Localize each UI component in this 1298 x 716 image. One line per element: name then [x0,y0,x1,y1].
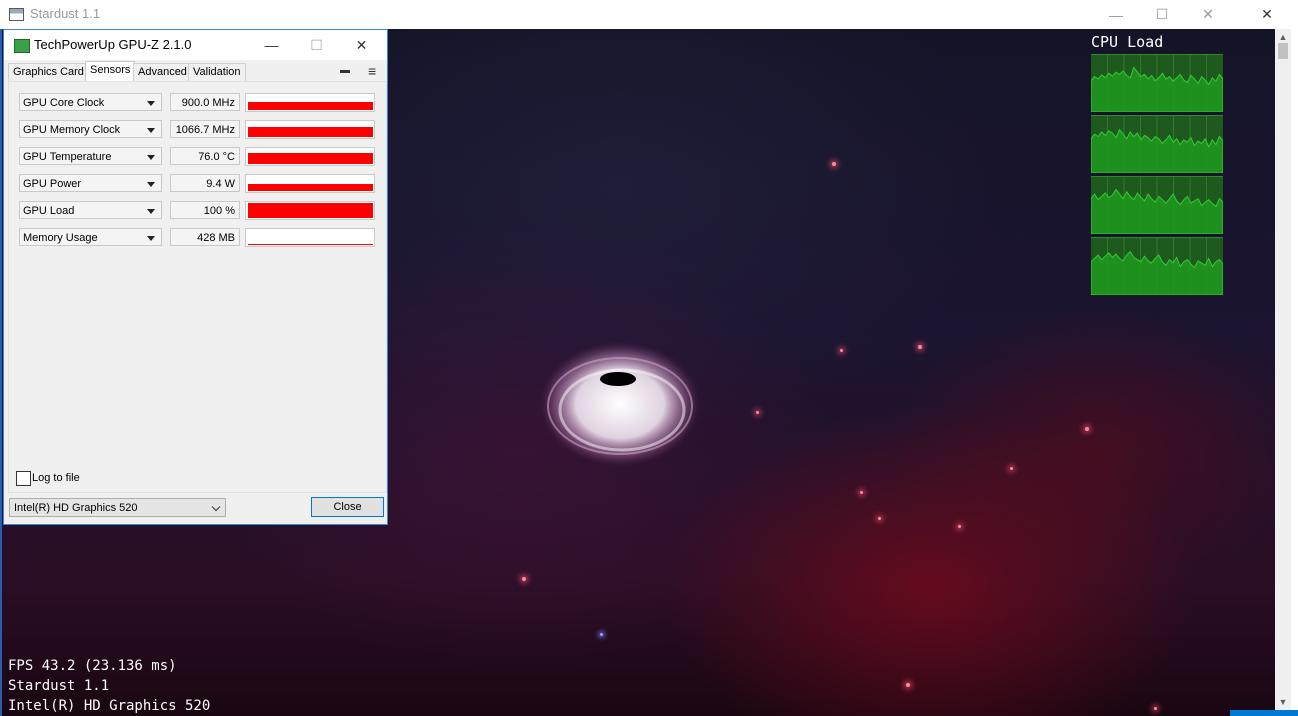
sensor-value: 1066.7 MHz [170,120,240,138]
sensor-name: Memory Usage [23,232,98,244]
sensor-name: GPU Core Clock [23,97,105,109]
log-to-file-label: Log to file [32,472,80,484]
desktop-edge [1291,0,1298,716]
sensor-name-dropdown[interactable]: GPU Power [19,174,162,192]
sensor-value: 76.0 °C [170,147,240,165]
gpu-device-select-value: Intel(R) HD Graphics 520 [14,502,138,514]
gpuz-window-title: TechPowerUp GPU-Z 2.1.0 [34,37,192,52]
star [1154,707,1157,710]
star [522,577,526,581]
close-button[interactable]: ✕ [1202,6,1214,22]
hud-app-name: Stardust 1.1 [8,678,110,694]
star [600,633,603,636]
star [1010,467,1013,470]
sensor-value: 9.4 W [170,174,240,192]
cpu-load-title: CPU Load [1091,33,1164,51]
cpu-load-series [1091,188,1223,234]
sensor-graph-fill [248,102,373,110]
tab-sensors[interactable]: Sensors [85,61,136,81]
dropdown-arrow-icon [147,155,155,160]
close-button[interactable]: Close [311,497,384,517]
taskbar-edge [1230,710,1298,716]
sensor-graph [245,120,375,139]
background-window-close-icon[interactable]: ✕ [1261,6,1273,22]
tab-graphics-card[interactable]: Graphics Card [8,63,89,81]
star [1085,427,1089,431]
black-hole-galaxy [540,342,700,466]
dropdown-arrow-icon [147,128,155,133]
sensor-graph-fill [248,184,373,191]
gpuz-close-button[interactable]: ✕ [355,36,368,53]
sensor-graph [245,174,375,193]
sensor-value: 100 % [170,201,240,219]
dropdown-arrow-icon [147,209,155,214]
hud-fps: FPS 43.2 (23.136 ms) [8,658,177,674]
star [840,349,843,352]
star [878,517,881,520]
cpu-core-graph [1091,176,1223,234]
dropdown-arrow-icon [147,182,155,187]
menu-icon[interactable]: ≡ [368,63,377,79]
gpuz-titlebar: TechPowerUp GPU-Z 2.1.0 — ☐ ✕ [4,30,387,60]
scroll-up-icon[interactable]: ▲ [1278,32,1288,42]
cpu-load-series [1091,128,1223,173]
sensor-name-dropdown[interactable]: Memory Usage [19,228,162,246]
sensor-graph [245,147,375,166]
gpuz-minimize-button[interactable]: — [264,37,279,53]
sensor-name: GPU Power [23,178,82,190]
sensor-name: GPU Memory Clock [23,124,121,136]
sensor-value: 900.0 MHz [170,93,240,111]
tab-validation[interactable]: Validation [188,63,246,81]
star [860,491,863,494]
star [832,162,836,166]
gpuz-window: TechPowerUp GPU-Z 2.1.0 — ☐ ✕ Graphics C… [3,29,388,525]
sensor-value: 428 MB [170,228,240,246]
camera-icon[interactable]: ▬ [340,65,350,76]
hud-device: Intel(R) HD Graphics 520 [8,698,211,714]
sensor-name: GPU Temperature [23,151,112,163]
dropdown-arrow-icon [147,236,155,241]
stardust-app-icon [9,8,24,21]
star [756,411,759,414]
sensor-name-dropdown[interactable]: GPU Core Clock [19,93,162,111]
maximize-button[interactable]: ☐ [1155,6,1169,22]
gpu-device-select[interactable]: Intel(R) HD Graphics 520 [9,498,226,517]
gpuz-maximize-button[interactable]: ☐ [310,36,323,53]
star [906,683,910,687]
sensor-graph [245,228,375,247]
sensor-graph [245,201,375,220]
cpu-load-series [1091,66,1223,112]
sensor-name: GPU Load [23,205,75,217]
sensor-graph-fill [248,203,373,218]
sensor-graph-fill [248,153,373,164]
sensor-graph [245,93,375,112]
scroll-down-icon[interactable]: ▼ [1278,697,1288,707]
scrollbar-thumb[interactable] [1278,43,1288,59]
cpu-core-graph [1091,237,1223,295]
stardust-titlebar: Stardust 1.1 — ☐ ✕ [0,0,1230,30]
cpu-core-graph [1091,54,1223,112]
sensor-name-dropdown[interactable]: GPU Memory Clock [19,120,162,138]
background-window-strip: ✕ [1230,0,1298,29]
star [918,345,922,349]
gpuz-app-icon [14,39,30,53]
cpu-core-graph [1091,115,1223,173]
tab-advanced[interactable]: Advanced [133,63,192,81]
window-border [0,29,2,716]
sensor-graph-fill [248,127,373,137]
star [958,525,961,528]
dropdown-arrow-icon [147,101,155,106]
sensor-graph-fill [248,244,373,245]
vertical-scrollbar[interactable]: ▲ ▼ [1275,29,1291,716]
cpu-load-series [1091,250,1223,295]
chevron-down-icon [211,502,221,512]
sensor-name-dropdown[interactable]: GPU Temperature [19,147,162,165]
sensor-name-dropdown[interactable]: GPU Load [19,201,162,219]
minimize-button[interactable]: — [1109,6,1123,23]
log-to-file-checkbox[interactable] [16,471,31,486]
stardust-window-title: Stardust 1.1 [30,6,101,21]
sensors-panel: GPU Core Clock 900.0 MHz GPU Memory Cloc… [8,81,387,493]
